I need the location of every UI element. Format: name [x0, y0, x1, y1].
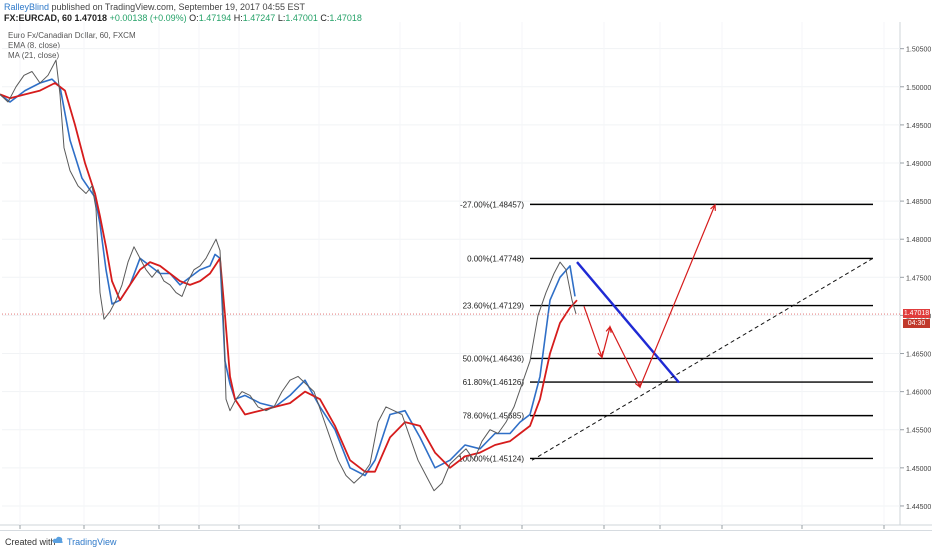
instrument-title: Euro Fx/Canadian Dollar, 60, FXCM: [8, 31, 136, 40]
ohlc-line: FX:EURCAD, 60 1.47018 +0.00138 (+0.09%) …: [4, 13, 362, 23]
publish-info: RalleyBlind published on TradingView.com…: [4, 2, 305, 12]
indicator-legend: Euro Fx/Canadian Dollar, 60, FXCM EMA (8…: [8, 31, 136, 61]
ema-legend[interactable]: EMA (8, close): [8, 41, 61, 50]
price-axis[interactable]: 1.50500 1.50000 1.49500 1.49000 1.48500 1.480…: [900, 47, 931, 511]
symbol-label: FX:EURCAD, 60: [4, 13, 73, 23]
close-value: 1.47018: [329, 13, 362, 23]
fib-level-label: 78.60%(1.45685): [463, 412, 525, 421]
fib-level-label: 0.00%(1.47748): [467, 254, 524, 263]
tradingview-link[interactable]: TradingView: [67, 537, 117, 547]
y-tick-label: 1.44500: [906, 504, 931, 511]
y-tick-label: 1.49000: [906, 161, 931, 168]
last-price: 1.47018: [74, 13, 108, 23]
close-label: C:: [320, 13, 330, 23]
fib-level-label: 61.80%(1.46126): [463, 378, 525, 387]
publisher-name[interactable]: RalleyBlind: [4, 2, 50, 12]
ma-legend[interactable]: MA (21, close): [8, 51, 60, 60]
projection-arrowhead: [597, 351, 604, 359]
ma-line: [0, 82, 578, 473]
low-label: L:: [277, 13, 286, 23]
y-tick-label: 1.45000: [906, 466, 931, 473]
fibonacci-retracement[interactable]: -27.00%(1.48457) 0.00%(1.47748) 23.60%(1.4…: [458, 200, 873, 463]
footer: Created with TradingView: [0, 530, 932, 551]
fib-level-label: 23.60%(1.47129): [463, 302, 525, 311]
created-with-text: Created with: [5, 537, 56, 547]
time-axis[interactable]: 12:00Sep567111312:00182012:00252729: [11, 525, 888, 530]
drawings[interactable]: [531, 203, 874, 461]
published-text: published on TradingView.com, September …: [51, 2, 306, 12]
price-change: +0.00138 (+0.09%): [109, 13, 187, 23]
cloud-logo-icon: [52, 536, 63, 543]
y-tick-label: 1.46500: [906, 352, 931, 359]
blue-trendline: [576, 261, 680, 384]
y-tick-label: 1.50000: [906, 85, 931, 92]
y-tick-label: 1.45500: [906, 428, 931, 435]
series-lines: [0, 59, 578, 492]
low-value: 1.47001: [285, 13, 318, 23]
fib-level-label: -27.00%(1.48457): [460, 200, 524, 209]
open-value: 1.47194: [198, 13, 232, 23]
dashed-trendline: [531, 257, 874, 461]
y-tick-label: 1.48000: [906, 237, 931, 244]
projection-arrowhead: [634, 381, 641, 389]
projection-arrowhead: [605, 325, 612, 333]
current-price-badge: 1.47018: [903, 309, 930, 319]
fib-level-label: 100.00%(1.45124): [458, 454, 524, 463]
fib-level-label: 50.00%(1.46436): [463, 354, 525, 363]
countdown-badge: 04:30: [903, 319, 930, 329]
projection-arrowhead: [710, 203, 716, 211]
high-value: 1.47247: [242, 13, 276, 23]
y-tick-label: 1.50500: [906, 47, 931, 54]
price-chart[interactable]: -27.00%(1.48457) 0.00%(1.47748) 23.60%(1.4…: [0, 0, 932, 530]
y-tick-label: 1.48500: [906, 199, 931, 206]
y-tick-label: 1.46000: [906, 390, 931, 397]
y-tick-label: 1.49500: [906, 123, 931, 130]
price-series: [0, 59, 577, 492]
y-tick-label: 1.47500: [906, 275, 931, 282]
high-label: H:: [233, 13, 243, 23]
open-label: O:: [189, 13, 199, 23]
